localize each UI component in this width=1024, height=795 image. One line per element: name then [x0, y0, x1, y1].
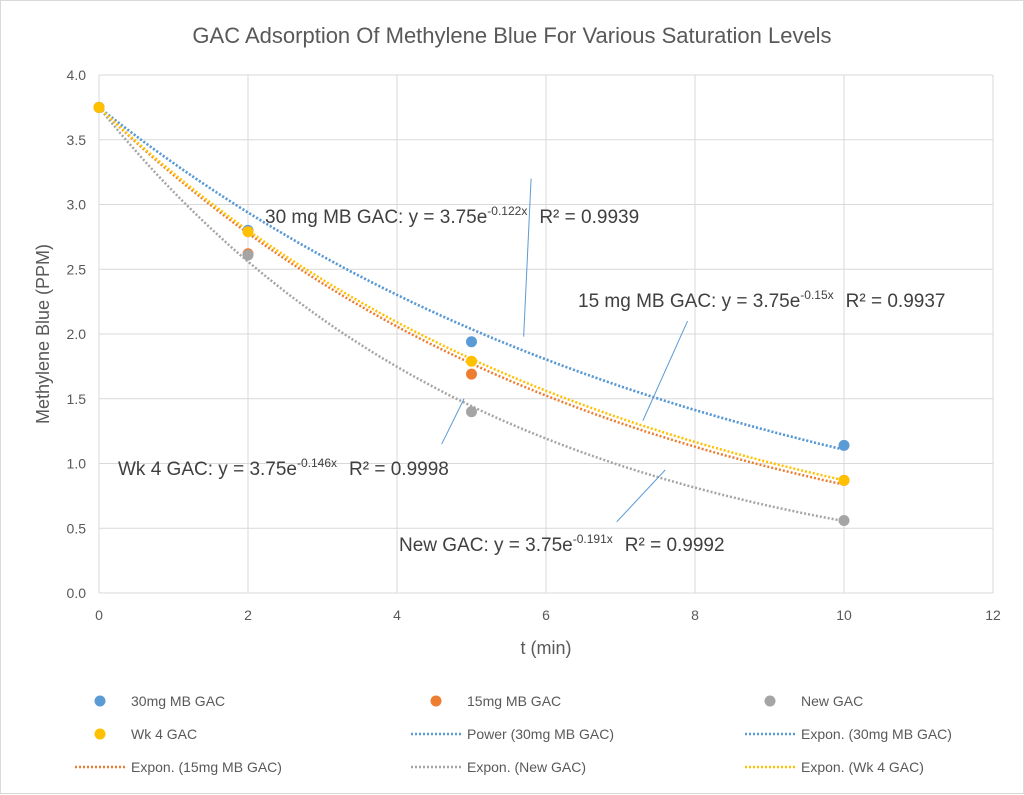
y-tick-label: 1.0 [67, 456, 87, 472]
legend-item: Expon. (30mg MB GAC) [745, 726, 952, 742]
data-point [838, 474, 850, 486]
y-tick-label: 3.0 [67, 197, 87, 213]
equation-r2: R² = 0.9939 [539, 207, 639, 228]
data-point [466, 336, 477, 348]
equation-text: Wk 4 GAC: y = 3.75e [118, 459, 297, 480]
y-tick-label: 0.5 [67, 520, 87, 536]
legend-label: Expon. (Wk 4 GAC) [801, 759, 924, 775]
legend-label: Power (30mg MB GAC) [467, 726, 614, 742]
legend-marker [94, 695, 106, 707]
legend-label: 30mg MB GAC [131, 693, 225, 709]
trendline [98, 106, 845, 523]
data-point [838, 439, 850, 451]
leader-line [616, 469, 666, 523]
equation-exponent: -0.191x [573, 532, 613, 546]
equation-exponent: -0.122x [487, 204, 527, 218]
equation-label: New GAC: y = 3.75e-0.191x R² = 0.9992 [399, 532, 725, 556]
y-axis-label: Methylene Blue (PPM) [33, 244, 53, 424]
legend-item: Expon. (New GAC) [411, 759, 586, 775]
leader-line [523, 178, 532, 337]
equation-label: 15 mg MB GAC: y = 3.75e-0.15x R² = 0.9937 [578, 288, 945, 312]
x-tick-label: 10 [836, 607, 852, 623]
x-tick-label: 12 [985, 607, 1001, 623]
x-tick-label: 8 [691, 607, 699, 623]
y-tick-label: 2.0 [67, 326, 87, 342]
legend-item: 15mg MB GAC [430, 693, 561, 709]
trendlines [98, 106, 845, 523]
legend-item: New GAC [764, 693, 863, 709]
equation-text: New GAC: y = 3.75e [399, 535, 573, 556]
leader-line [441, 398, 465, 445]
equation-r2: R² = 0.9937 [846, 291, 946, 312]
data-point [93, 101, 105, 113]
legend-item: Expon. (15mg MB GAC) [75, 759, 282, 775]
grid [98, 74, 994, 594]
equation-r2: R² = 0.9992 [625, 535, 725, 556]
leader-lines [441, 178, 689, 523]
legend-label: Expon. (New GAC) [467, 759, 586, 775]
equation-r2: R² = 0.9998 [349, 459, 449, 480]
legend-label: Wk 4 GAC [131, 726, 197, 742]
x-tick-label: 6 [542, 607, 550, 623]
legend: 30mg MB GAC 15mg MB GAC New GAC Wk 4 GAC Pow… [75, 693, 952, 775]
legend-label: New GAC [801, 693, 863, 709]
trendline [98, 106, 845, 451]
legend-marker [94, 728, 106, 740]
chart-title: GAC Adsorption Of Methylene Blue For Var… [192, 23, 831, 48]
legend-item: Expon. (Wk 4 GAC) [745, 759, 924, 775]
equation-label: Wk 4 GAC: y = 3.75e-0.146x R² = 0.9998 [118, 456, 449, 480]
y-tick-label: 4.0 [67, 67, 87, 83]
legend-label: 15mg MB GAC [467, 693, 561, 709]
data-point [242, 249, 254, 261]
equation-text: 30 mg MB GAC: y = 3.75e [265, 207, 487, 228]
legend-label: Expon. (30mg MB GAC) [801, 726, 952, 742]
data-point [242, 226, 254, 238]
y-tick-label: 1.5 [67, 391, 87, 407]
data-point [466, 368, 477, 380]
trendline [98, 106, 845, 486]
equation-exponent: -0.146x [297, 456, 337, 470]
x-tick-label: 2 [244, 607, 252, 623]
y-tick-label: 0.0 [67, 585, 87, 601]
legend-item: Wk 4 GAC [94, 726, 197, 742]
x-tick-labels: 0 2 4 6 8 10 12 [95, 607, 1001, 623]
data-point [466, 406, 477, 418]
data-points [93, 101, 850, 526]
x-tick-label: 4 [393, 607, 401, 623]
y-tick-labels: 0.0 0.5 1.0 1.5 2.0 2.5 3.0 3.5 4.0 [67, 67, 87, 601]
trendline [98, 106, 845, 482]
legend-item: 30mg MB GAC [94, 693, 225, 709]
data-point [838, 514, 850, 526]
leader-line [642, 320, 689, 421]
x-axis-label: t (min) [521, 638, 572, 658]
equation-labels: 30 mg MB GAC: y = 3.75e-0.122x R² = 0.993… [118, 204, 945, 556]
legend-label: Expon. (15mg MB GAC) [131, 759, 282, 775]
equation-exponent: -0.15x [800, 288, 833, 302]
equation-text: 15 mg MB GAC: y = 3.75e [578, 291, 800, 312]
x-tick-label: 0 [95, 607, 103, 623]
legend-item: Power (30mg MB GAC) [411, 726, 614, 742]
legend-marker [430, 695, 442, 707]
data-point [466, 355, 477, 367]
equation-label: 30 mg MB GAC: y = 3.75e-0.122x R² = 0.993… [265, 204, 639, 228]
y-tick-label: 2.5 [67, 261, 87, 277]
y-tick-label: 3.5 [67, 132, 87, 148]
legend-marker [764, 695, 776, 707]
